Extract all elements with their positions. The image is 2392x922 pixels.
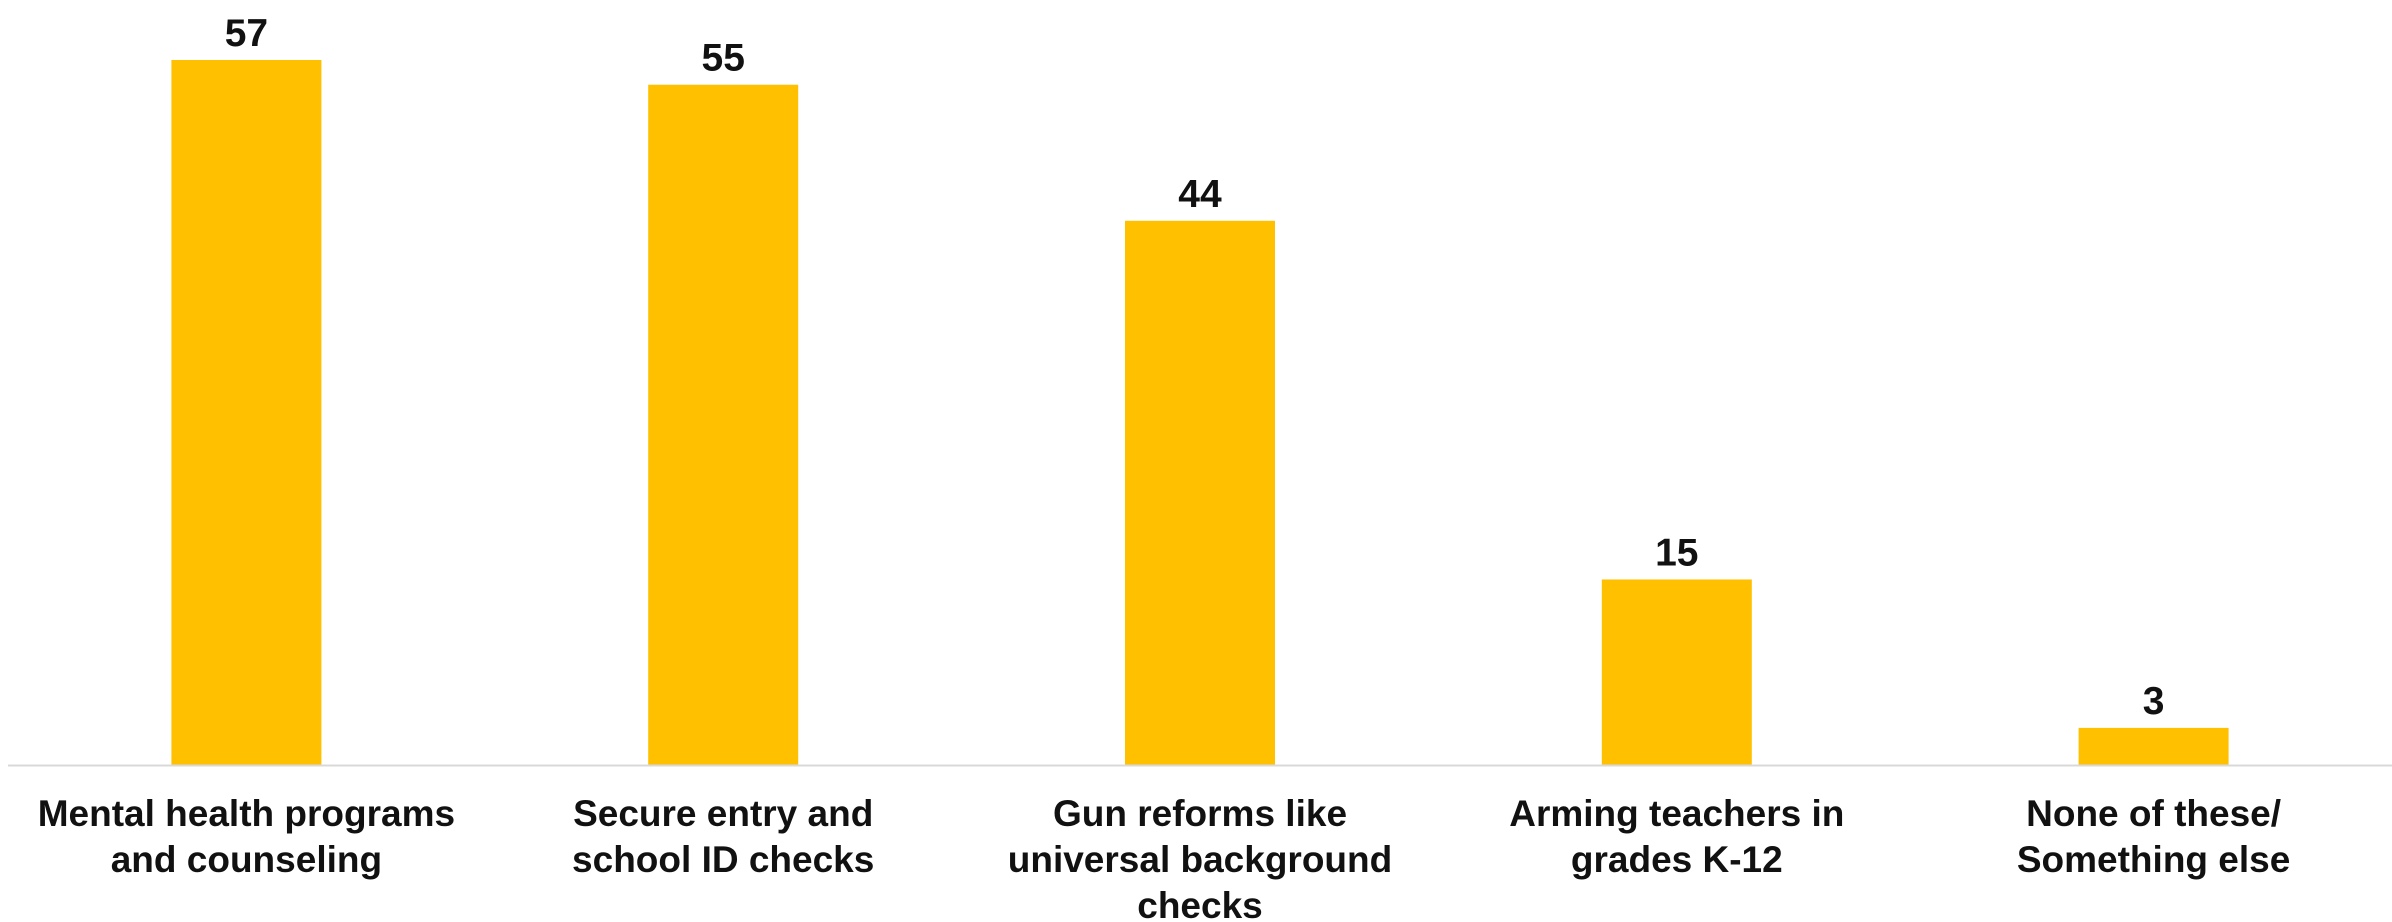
bar-2	[648, 84, 799, 766]
category-label-3: Gun reforms like universal background chec…	[1008, 793, 1393, 922]
category-label-5: None of these/Something else	[2017, 793, 2290, 880]
bar-4	[1601, 579, 1752, 765]
category-label-1: Mental health programs and counseling	[38, 793, 455, 880]
value-label-2: 55	[702, 37, 745, 80]
value-label-4: 15	[1655, 531, 1698, 574]
bar-3	[1125, 220, 1275, 765]
value-label-1: 57	[225, 12, 268, 55]
bars-group	[171, 60, 2229, 766]
value-labels-group: 57 55 44 15 3	[225, 12, 2165, 723]
category-label-4: Arming teachers in grades K-12	[1509, 793, 1844, 880]
bar-5	[2078, 727, 2229, 765]
value-label-5: 3	[2143, 680, 2165, 723]
category-labels-group: Mental health programs and counseling Secu…	[38, 793, 2291, 922]
category-label-2: Secure entry and school ID checks	[572, 793, 874, 880]
bar-1	[171, 60, 322, 765]
value-label-3: 44	[1178, 173, 1222, 216]
